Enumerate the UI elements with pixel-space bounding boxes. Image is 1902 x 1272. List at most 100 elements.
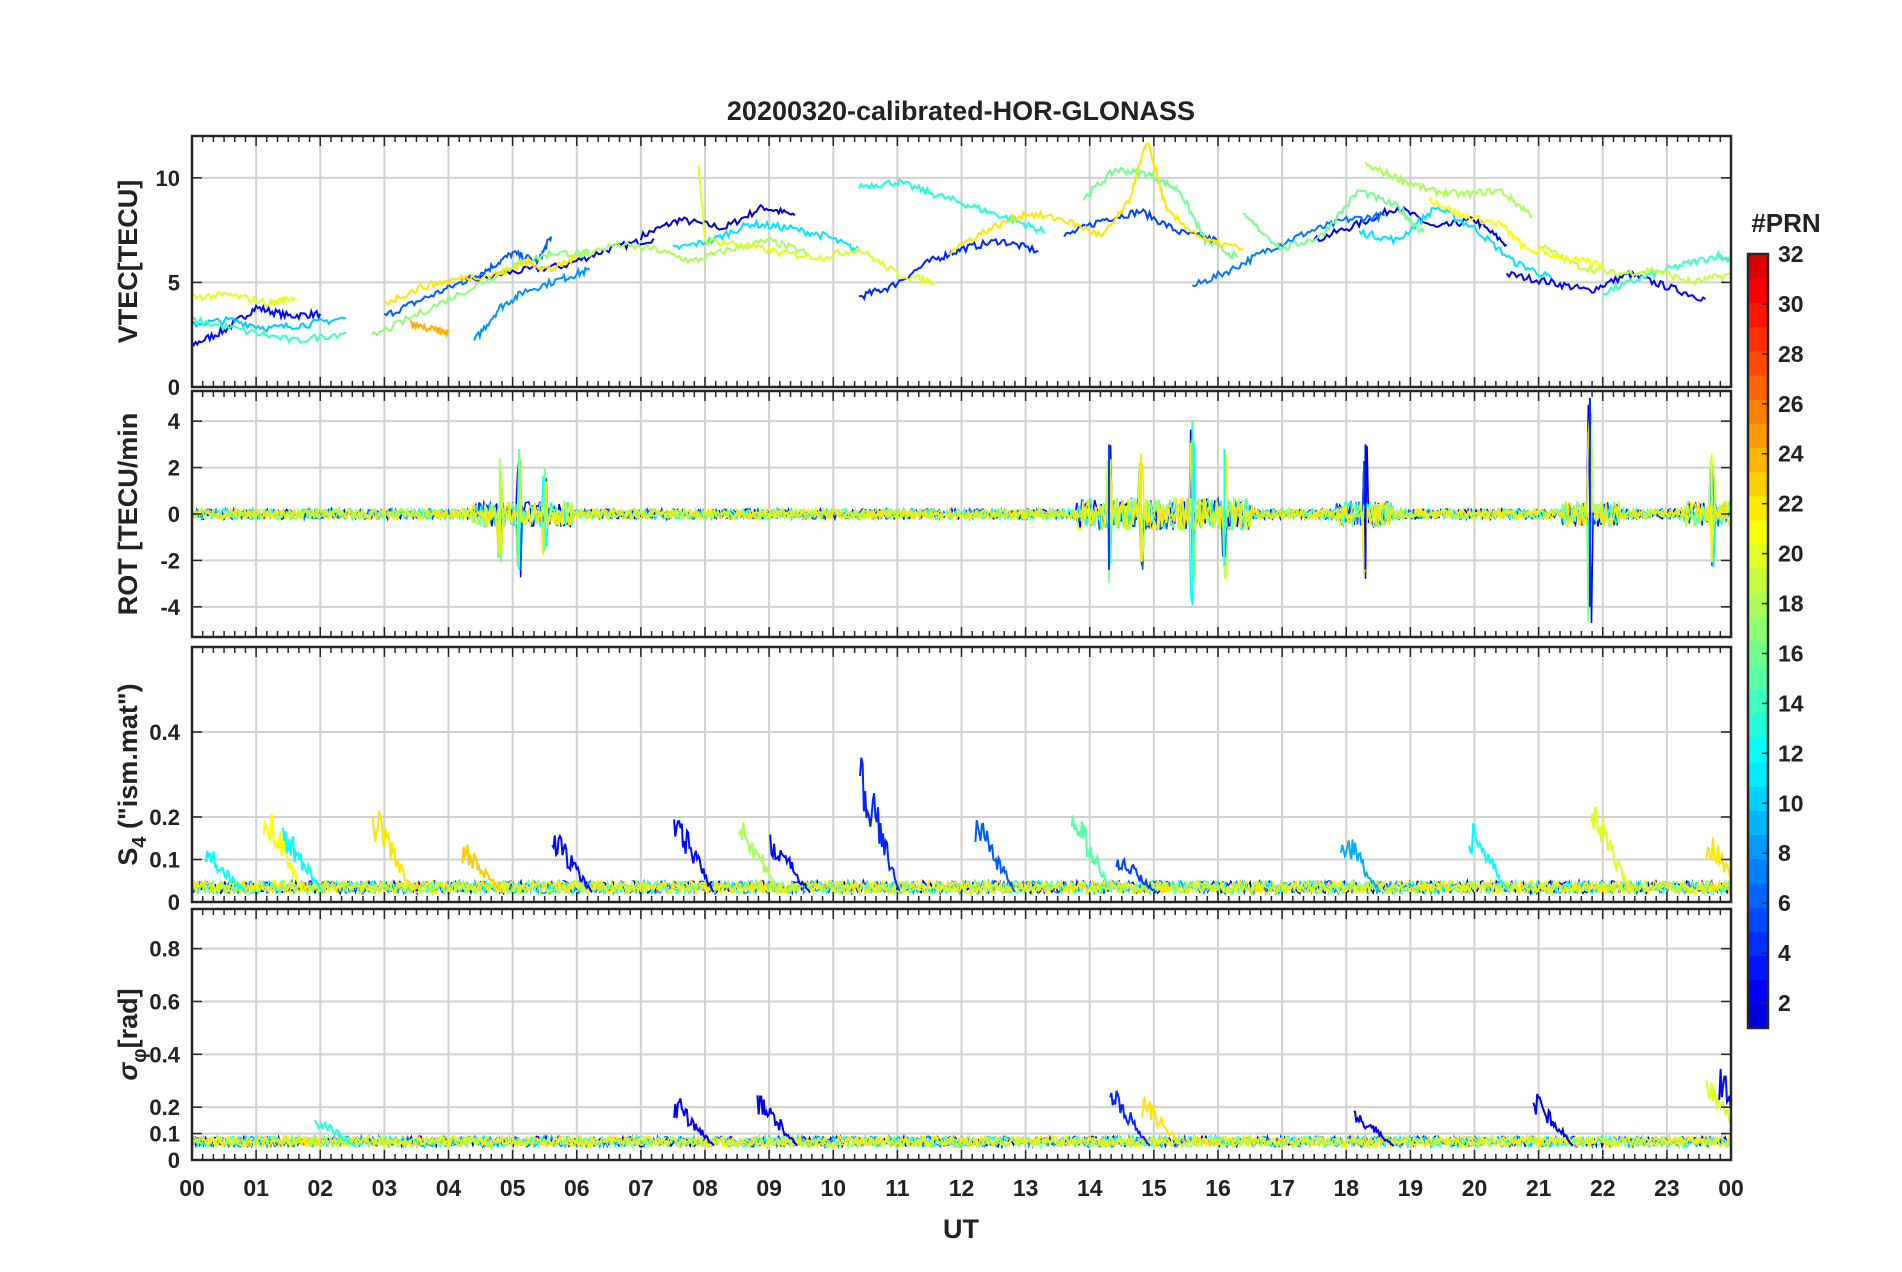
colorbar-swatch <box>1748 1003 1768 1029</box>
colorbar-tick-label: 4 <box>1778 940 1791 966</box>
baseline-series-prn-20 <box>192 1133 1731 1150</box>
colorbar-swatch <box>1748 931 1768 957</box>
y-tick-label: 10 <box>156 166 180 191</box>
vtec-series-prn-20 <box>192 290 296 308</box>
colorbar-tick-label: 30 <box>1778 291 1804 317</box>
colorbar-swatch <box>1748 374 1768 400</box>
plot-area <box>192 397 1731 624</box>
colorbar-swatch <box>1748 737 1768 763</box>
x-tick-label: 04 <box>436 1175 462 1201</box>
colorbar-swatch <box>1748 786 1768 811</box>
peak-series-prn-2 <box>756 1095 798 1147</box>
vtec-series-prn-3 <box>1505 270 1706 302</box>
colorbar-swatch <box>1748 641 1768 666</box>
y-tick-label: -2 <box>160 548 180 573</box>
panel-3: 00.10.20.4S4 ("ism.mat") <box>113 645 1733 915</box>
x-tick-label: 01 <box>243 1175 269 1201</box>
plot-area <box>192 757 1731 897</box>
x-tick-label: 06 <box>564 1175 590 1201</box>
peak-series-prn-12 <box>204 850 247 894</box>
x-tick-label: 15 <box>1141 1175 1167 1201</box>
colorbar-tick-label: 26 <box>1778 391 1804 417</box>
colorbar-swatch <box>1748 520 1768 545</box>
y-tick-label: 0 <box>168 890 180 915</box>
x-tick-label: 18 <box>1333 1175 1359 1201</box>
x-tick-label: 23 <box>1654 1175 1680 1201</box>
colorbar-tick-label: 12 <box>1778 740 1804 766</box>
colorbar-swatch <box>1748 399 1768 424</box>
peak-series-prn-15 <box>1070 815 1113 893</box>
colorbar-frame <box>1746 252 1770 1030</box>
y-tick-label: 5 <box>168 270 180 295</box>
y-axis-label: VTEC[TECU] <box>113 180 143 344</box>
y-tick-label: 0.8 <box>149 937 180 962</box>
plot-area <box>192 142 1731 348</box>
colorbar-swatch <box>1748 592 1768 618</box>
peak-series-prn-4 <box>1109 1090 1151 1147</box>
y-tick-label: 0.6 <box>149 989 180 1014</box>
x-tick-label: 00 <box>1718 1175 1744 1201</box>
vtec-series-prn-8 <box>473 266 591 341</box>
vtec-series-prn-2 <box>1313 205 1508 248</box>
y-axis-label-main: VTEC[TECU] <box>113 180 143 344</box>
colorbar-tick-label: 32 <box>1778 241 1804 267</box>
x-tick-label: 02 <box>307 1175 333 1201</box>
colorbar-swatch <box>1748 447 1768 473</box>
y-tick-label: 0.2 <box>149 1095 180 1120</box>
colorbar-label: #PRN <box>1751 208 1820 238</box>
peak-series-prn-9 <box>1340 839 1382 893</box>
peak-series-prn-13 <box>314 1119 356 1148</box>
colorbar-swatch <box>1748 350 1768 376</box>
x-tick-label: 00 <box>179 1175 205 1201</box>
rot-series-prn-19 <box>192 424 1731 581</box>
colorbar-tick-label: 18 <box>1778 591 1804 617</box>
rot-series-prn-22 <box>192 414 1731 574</box>
vtec-series-prn-24 <box>409 320 450 339</box>
colorbar-tick-label: 2 <box>1778 990 1791 1016</box>
colorbar-swatch <box>1748 810 1768 836</box>
colorbar-swatch <box>1748 544 1768 570</box>
peak-series-prn-4 <box>859 757 901 892</box>
peak-series-prn-12 <box>281 827 324 893</box>
y-axis-label: S4 ("ism.mat") <box>113 683 151 865</box>
x-tick-label: 05 <box>500 1175 526 1201</box>
x-tick-label: 19 <box>1398 1175 1424 1201</box>
colorbar-swatch <box>1748 616 1768 642</box>
colorbar-swatch <box>1748 254 1768 279</box>
y-axis-label-rest: [rad] <box>113 988 143 1048</box>
vtec-series-prn-19 <box>1537 243 1731 286</box>
y-axis-label-main: σ <box>113 1062 143 1081</box>
peak-series-prn-2 <box>673 1098 715 1147</box>
colorbar-swatch <box>1748 713 1768 739</box>
x-tick-label: 09 <box>756 1175 782 1201</box>
y-axis-label-subscript: 4 <box>129 836 151 848</box>
y-tick-label: 0 <box>168 1148 180 1173</box>
x-tick-label: 10 <box>820 1175 846 1201</box>
x-tick-label: 14 <box>1077 1175 1103 1201</box>
peak-series-prn-2 <box>1532 1093 1574 1147</box>
colorbar-tick-label: 24 <box>1778 441 1804 467</box>
colorbar-tick-label: 22 <box>1778 491 1804 517</box>
colorbar-swatch <box>1748 907 1768 932</box>
vtec-series-prn-16 <box>1242 189 1425 251</box>
vtec-series-prn-22 <box>383 253 578 307</box>
baseline-series-prn-22 <box>192 1133 1731 1150</box>
x-tick-label: 03 <box>372 1175 398 1201</box>
colorbar-swatch <box>1748 882 1768 908</box>
vtec-series-prn-3 <box>192 303 322 348</box>
vtec-series-prn-16 <box>1082 166 1239 260</box>
y-tick-label: 0 <box>168 375 180 400</box>
colorbar-tick-label: 14 <box>1778 690 1804 716</box>
x-tick-label: 11 <box>885 1175 910 1201</box>
y-axis-label-subscript: φ <box>129 1048 151 1062</box>
colorbar-swatch <box>1748 302 1768 328</box>
colorbar-swatch <box>1748 278 1768 303</box>
colorbar-swatch <box>1748 955 1768 981</box>
panel-2: -4 -2 0 2 4 ROT [TECU/min <box>113 389 1733 639</box>
peak-series-prn-20 <box>1705 1080 1731 1124</box>
y-tick-label: -4 <box>160 595 180 620</box>
colorbar-swatch <box>1748 761 1768 787</box>
colorbar-swatch <box>1748 495 1768 521</box>
colorbar-swatch <box>1748 423 1768 449</box>
